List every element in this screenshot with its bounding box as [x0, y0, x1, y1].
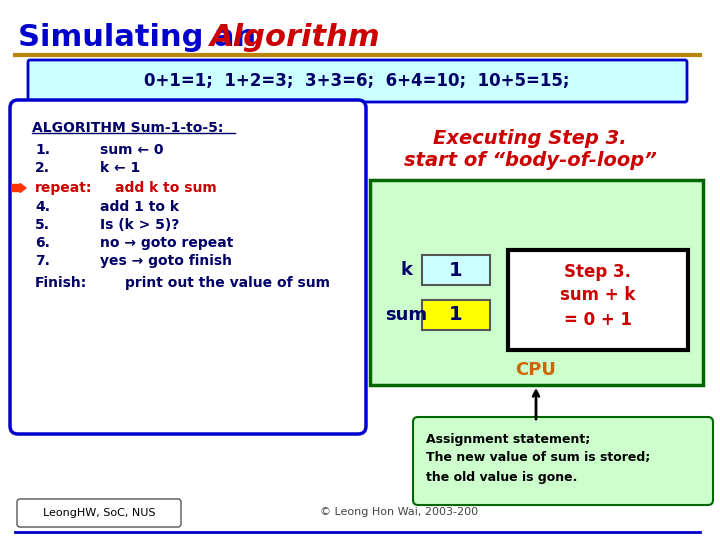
Text: Algorithm: Algorithm — [210, 24, 381, 52]
Text: LeongHW, SoC, NUS: LeongHW, SoC, NUS — [42, 508, 156, 518]
Text: k ← 1: k ← 1 — [100, 161, 140, 175]
Text: 6.: 6. — [35, 236, 50, 250]
FancyBboxPatch shape — [422, 300, 490, 330]
FancyBboxPatch shape — [370, 180, 703, 385]
Text: = 0 + 1: = 0 + 1 — [564, 311, 632, 329]
FancyBboxPatch shape — [17, 499, 181, 527]
FancyBboxPatch shape — [10, 100, 366, 434]
Text: start of “body-of-loop”: start of “body-of-loop” — [404, 151, 657, 170]
Text: print out the value of sum: print out the value of sum — [125, 276, 330, 290]
Text: no → goto repeat: no → goto repeat — [100, 236, 233, 250]
Text: add 1 to k: add 1 to k — [100, 200, 179, 214]
Text: 1.: 1. — [35, 143, 50, 157]
Text: add k to sum: add k to sum — [115, 181, 217, 195]
Text: Assignment statement;: Assignment statement; — [426, 434, 590, 447]
Text: Is (k > 5)?: Is (k > 5)? — [100, 218, 179, 232]
Text: sum ← 0: sum ← 0 — [100, 143, 163, 157]
Text: k: k — [400, 261, 412, 279]
FancyArrow shape — [12, 184, 26, 192]
Text: 5.: 5. — [35, 218, 50, 232]
Text: sum: sum — [385, 306, 427, 324]
Text: Step 3.: Step 3. — [564, 263, 631, 281]
Text: Simulating an: Simulating an — [18, 24, 266, 52]
Text: 7.: 7. — [35, 254, 50, 268]
Text: 4.: 4. — [35, 200, 50, 214]
FancyBboxPatch shape — [413, 417, 713, 505]
Text: 1: 1 — [449, 260, 463, 280]
Text: CPU: CPU — [516, 361, 557, 379]
Text: © Leong Hon Wai, 2003-200: © Leong Hon Wai, 2003-200 — [320, 507, 478, 517]
Text: The new value of sum is stored;: The new value of sum is stored; — [426, 451, 650, 464]
Text: repeat:: repeat: — [35, 181, 92, 195]
Text: sum + k: sum + k — [560, 286, 636, 304]
Text: Executing Step 3.: Executing Step 3. — [433, 129, 627, 147]
Text: 2.: 2. — [35, 161, 50, 175]
Text: the old value is gone.: the old value is gone. — [426, 470, 577, 483]
Text: 1: 1 — [449, 306, 463, 325]
FancyBboxPatch shape — [28, 60, 687, 102]
Text: Finish:: Finish: — [35, 276, 87, 290]
Text: ALGORITHM Sum-1-to-5:: ALGORITHM Sum-1-to-5: — [32, 121, 223, 135]
FancyBboxPatch shape — [508, 250, 688, 350]
Text: 0+1=1;  1+2=3;  3+3=6;  6+4=10;  10+5=15;: 0+1=1; 1+2=3; 3+3=6; 6+4=10; 10+5=15; — [144, 72, 570, 90]
Text: yes → goto finish: yes → goto finish — [100, 254, 232, 268]
FancyBboxPatch shape — [422, 255, 490, 285]
